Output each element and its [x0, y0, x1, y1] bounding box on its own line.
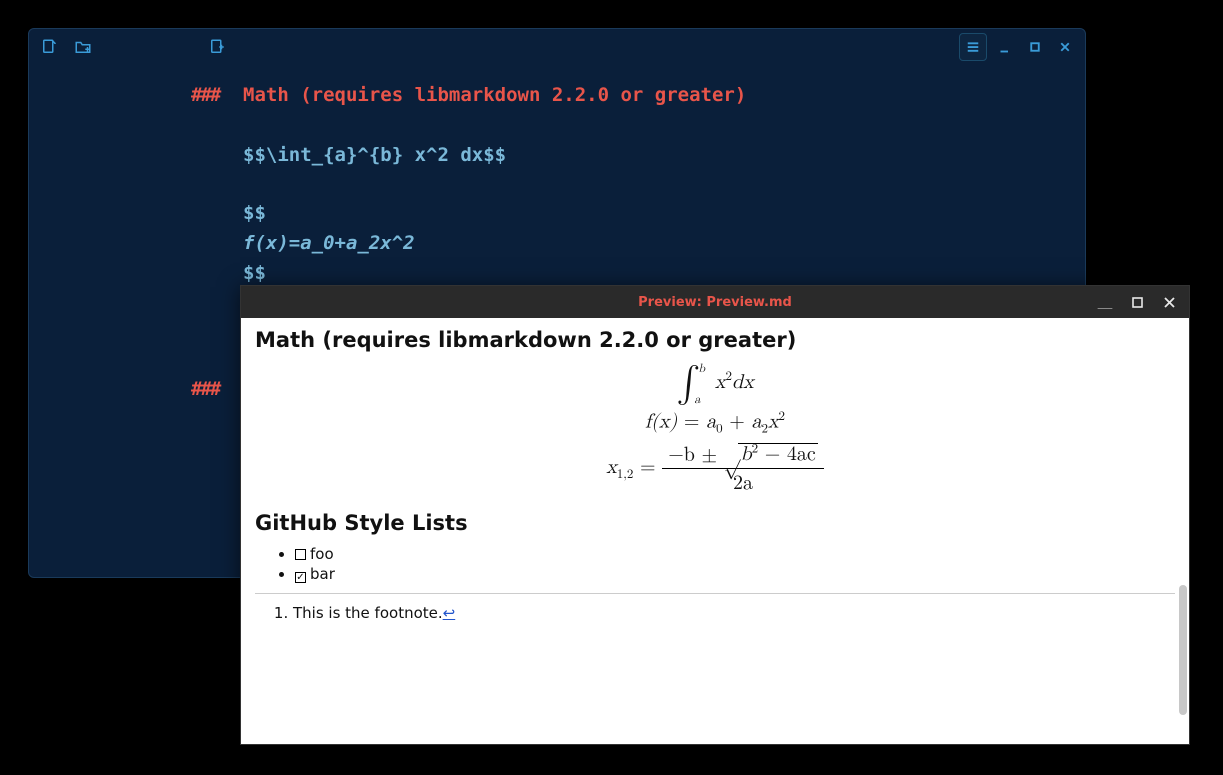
preview-footnotes: This is the footnote.↩ — [293, 604, 1175, 622]
checkbox-checked-icon[interactable]: ✓ — [295, 572, 306, 583]
divider — [255, 593, 1175, 594]
preview-heading-math: Math (requires libmarkdown 2.2.0 or grea… — [255, 328, 1175, 352]
heading-marker: ### — [191, 81, 219, 110]
preview-scrollthumb[interactable] — [1179, 585, 1187, 715]
preview-maximize-icon[interactable] — [1123, 291, 1151, 313]
preview-heading-lists: GitHub Style Lists — [255, 511, 1175, 535]
footnote-item: This is the footnote.↩ — [293, 604, 1175, 622]
list-item: ✓ bar — [295, 565, 1175, 583]
close-icon[interactable] — [1053, 35, 1077, 59]
hamburger-menu-icon[interactable] — [959, 33, 987, 61]
preview-title: Preview: Preview.md — [638, 295, 792, 310]
preview-scrollbar[interactable] — [1179, 358, 1187, 736]
editor-math-fx: f(x)=a_0+a_2x^2 — [243, 229, 415, 258]
new-file-icon[interactable] — [37, 35, 61, 59]
add-document-icon[interactable] — [205, 35, 229, 59]
checkbox-unchecked-icon[interactable] — [295, 549, 306, 560]
preview-math-integral: ∫ a b x2dx — [255, 362, 1175, 405]
preview-close-icon[interactable] — [1155, 291, 1183, 313]
list-item-label: foo — [310, 545, 334, 563]
preview-minimize-icon[interactable]: __ — [1091, 291, 1119, 313]
list-item: foo — [295, 545, 1175, 563]
heading-marker-2: ### — [191, 375, 219, 404]
integral-var: x — [715, 372, 726, 392]
new-folder-icon[interactable] — [71, 35, 95, 59]
preview-window: Preview: Preview.md __ Math (requires li… — [240, 285, 1190, 745]
preview-titlebar: Preview: Preview.md __ — [241, 286, 1189, 318]
footnote-backlink[interactable]: ↩ — [443, 604, 456, 622]
poly-lhs: f(x) — [645, 412, 677, 432]
preview-math-poly: f(x) = a0 + a2x2 — [255, 409, 1175, 438]
integral-lower: a — [694, 393, 700, 407]
editor-math-line-1: $$\int_{a}^{b} x^2 dx$$ — [243, 141, 506, 170]
preview-task-list: foo ✓ bar — [295, 545, 1175, 583]
integral-upper: b — [698, 362, 705, 376]
maximize-icon[interactable] — [1023, 35, 1047, 59]
editor-math-open: $$ — [243, 199, 266, 228]
editor-heading-line: Math (requires libmarkdown 2.2.0 or grea… — [243, 81, 746, 110]
preview-math-quadratic: x1,2 = −b ± b2 − 4ac 2a — [255, 442, 1175, 496]
editor-body[interactable]: ### Math (requires libmarkdown 2.2.0 or … — [29, 65, 1085, 93]
footnote-text: This is the footnote. — [293, 604, 443, 622]
preview-body: Math (requires libmarkdown 2.2.0 or grea… — [241, 318, 1189, 744]
editor-titlebar — [29, 29, 1085, 65]
list-item-label: bar — [310, 565, 335, 583]
integral-dvar: dx — [732, 372, 754, 392]
minimize-icon[interactable] — [993, 35, 1017, 59]
